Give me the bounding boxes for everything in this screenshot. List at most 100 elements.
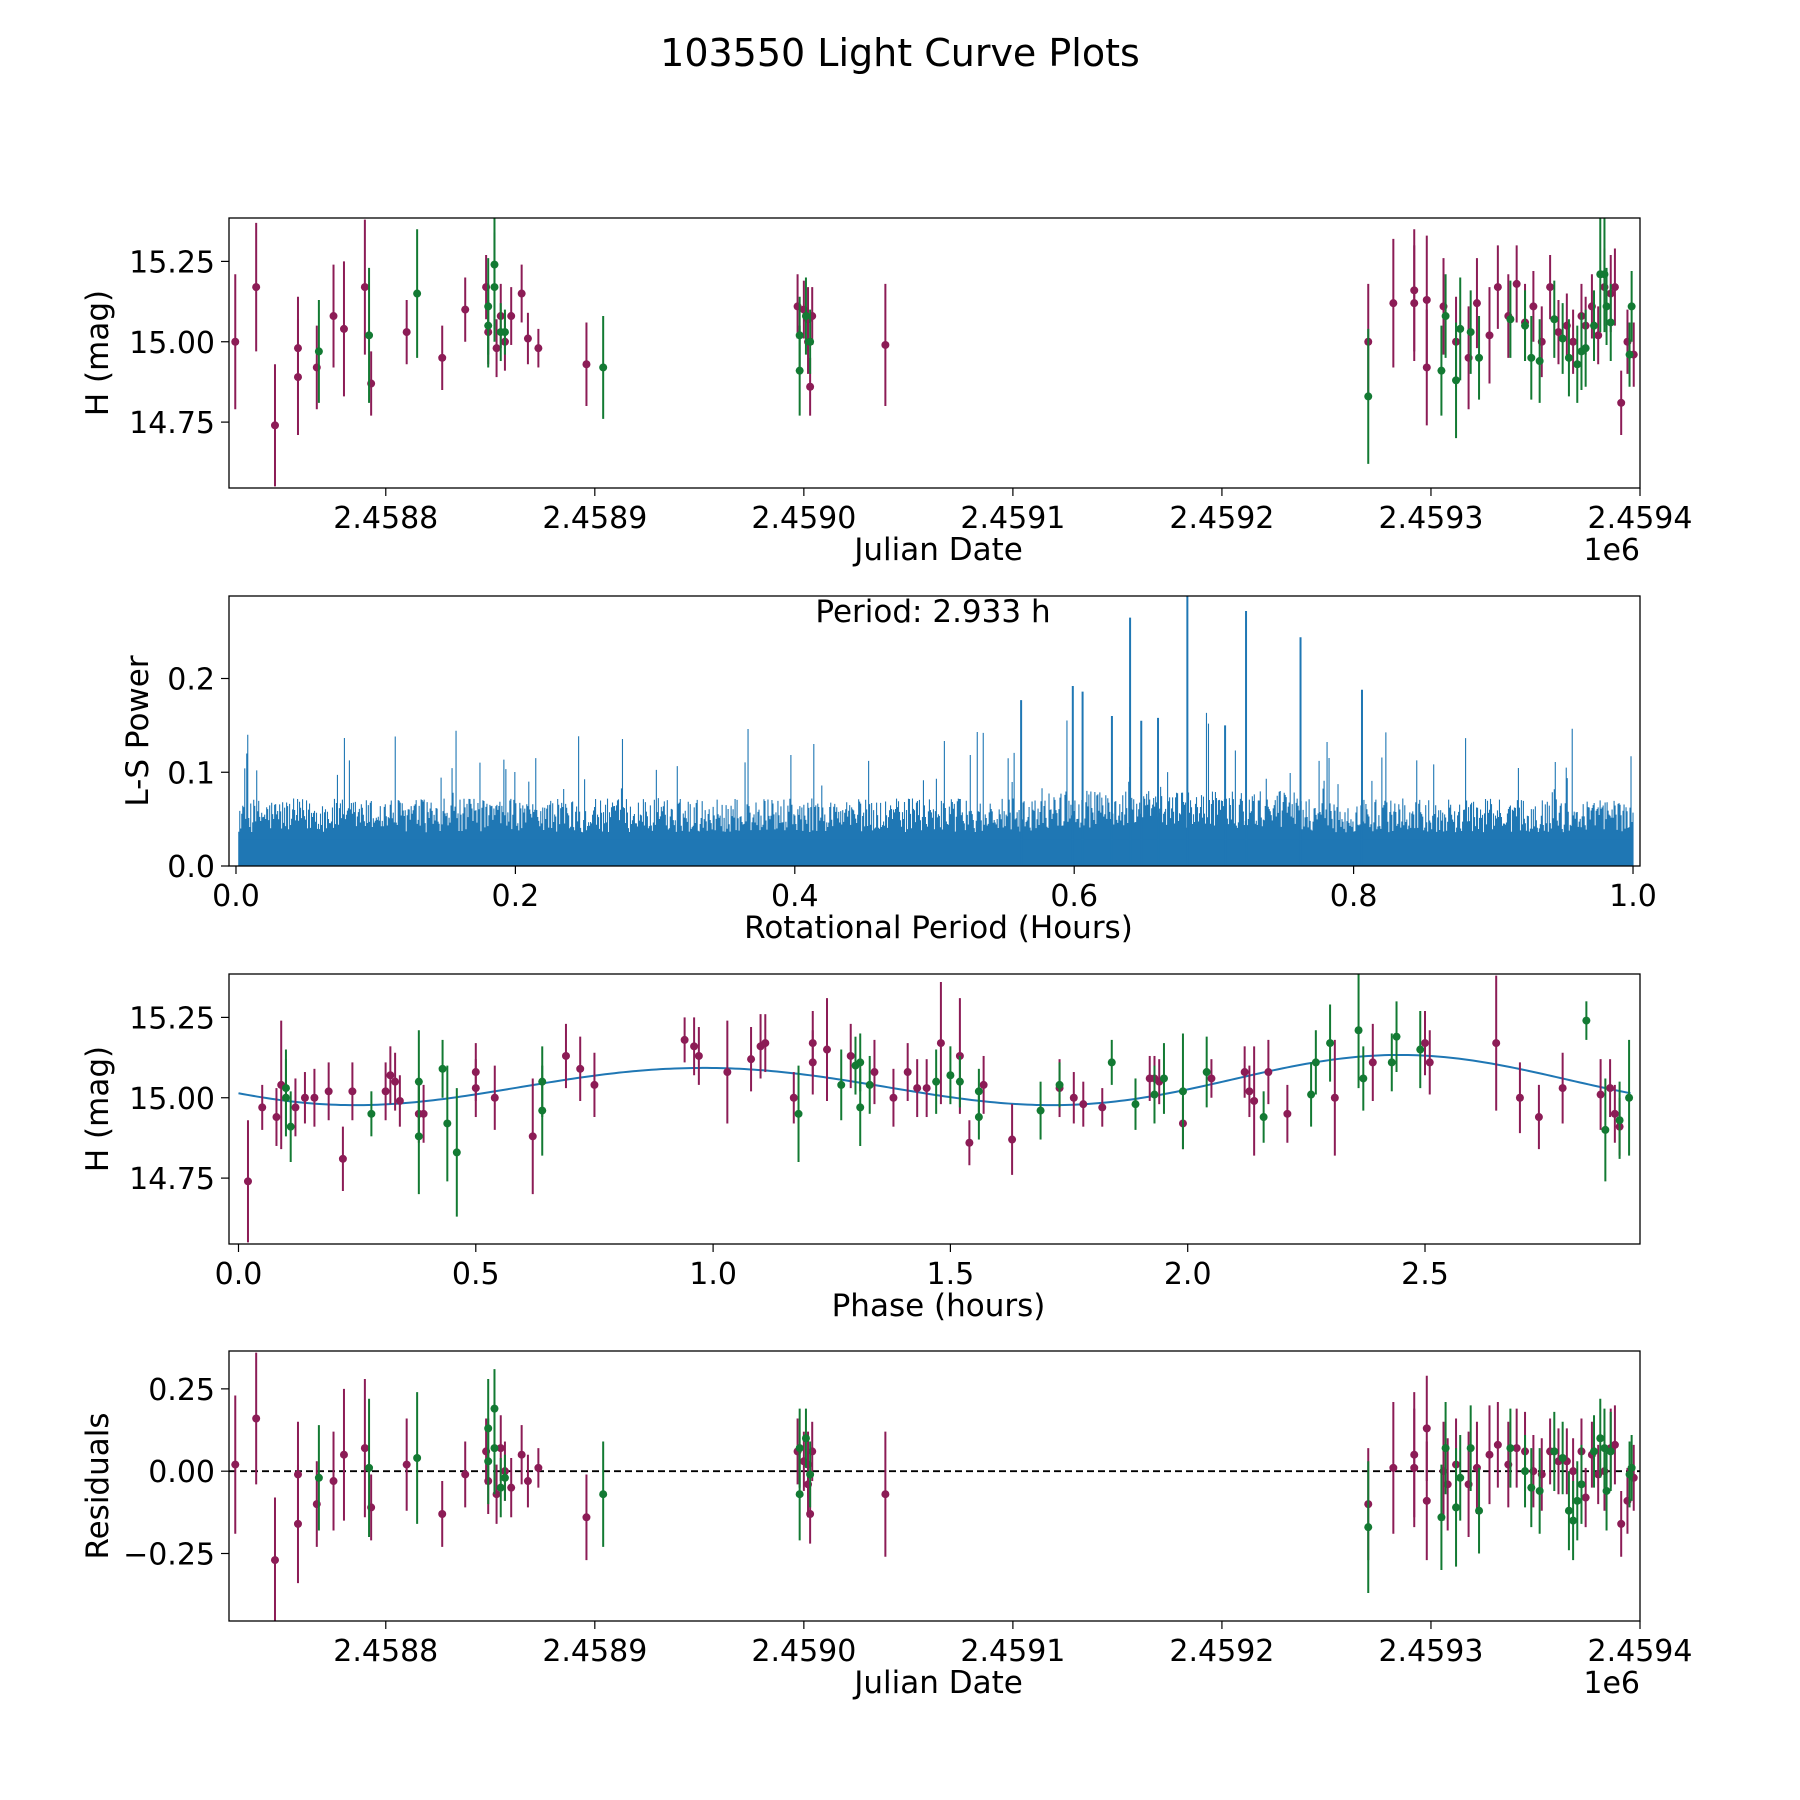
x-tick-label: 2.4588 bbox=[333, 501, 438, 536]
y-tick-label: 14.75 bbox=[129, 1162, 215, 1197]
data-point bbox=[1326, 1039, 1335, 1048]
data-point bbox=[270, 1556, 279, 1565]
data-point bbox=[395, 1096, 404, 1105]
x-tick-label: 2.4592 bbox=[1169, 501, 1274, 536]
data-point bbox=[523, 1477, 532, 1486]
lightcurve-panel: 2.4588 2.4589 2.4590 2.4591 2.4592 2.4593 2.45… bbox=[80, 217, 1692, 568]
data-point bbox=[1564, 353, 1573, 362]
data-point bbox=[582, 1513, 591, 1522]
data-point bbox=[1422, 363, 1431, 372]
data-point bbox=[1602, 1486, 1611, 1495]
data-point bbox=[1437, 366, 1446, 375]
data-point bbox=[1569, 337, 1578, 346]
data-point bbox=[360, 283, 369, 292]
data-point bbox=[1606, 1084, 1615, 1093]
data-point bbox=[1596, 1434, 1605, 1443]
data-point bbox=[932, 1077, 941, 1086]
data-point bbox=[974, 1087, 983, 1096]
data-point bbox=[500, 1473, 509, 1482]
data-point bbox=[314, 347, 323, 356]
data-point bbox=[492, 344, 501, 353]
data-point bbox=[1625, 1093, 1634, 1102]
data-point bbox=[534, 344, 543, 353]
data-point bbox=[823, 1045, 832, 1054]
data-point bbox=[806, 382, 815, 391]
data-point bbox=[414, 1132, 423, 1141]
data-point bbox=[496, 1483, 505, 1492]
axes-frame bbox=[228, 1350, 1641, 1622]
data-point bbox=[391, 1077, 400, 1086]
data-point bbox=[1259, 1113, 1268, 1122]
data-point bbox=[1627, 1463, 1636, 1472]
data-point bbox=[856, 1058, 865, 1067]
data-point bbox=[496, 1444, 505, 1453]
data-point bbox=[367, 1109, 376, 1118]
data-point bbox=[360, 1444, 369, 1453]
data-point bbox=[1521, 321, 1530, 330]
data-point bbox=[348, 1087, 357, 1096]
data-point bbox=[484, 302, 493, 311]
data-point bbox=[1546, 283, 1555, 292]
data-point bbox=[1107, 1058, 1116, 1067]
data-point bbox=[1600, 1444, 1609, 1453]
x-tick-label: 2.4593 bbox=[1378, 501, 1483, 536]
data-point bbox=[329, 312, 338, 321]
x-offset-label: 1e6 bbox=[1583, 533, 1640, 568]
data-point bbox=[1529, 302, 1538, 311]
data-point bbox=[561, 1051, 570, 1060]
data-point bbox=[1601, 1125, 1610, 1134]
data-point bbox=[806, 337, 815, 346]
data-point bbox=[1558, 1084, 1567, 1093]
x-tick-label: 1.0 bbox=[1609, 879, 1657, 914]
data-point bbox=[243, 1177, 252, 1186]
data-point bbox=[590, 1080, 599, 1089]
data-point bbox=[1475, 1506, 1484, 1515]
data-point bbox=[507, 1483, 516, 1492]
data-point bbox=[922, 1084, 931, 1093]
data-point bbox=[979, 1080, 988, 1089]
data-point bbox=[582, 360, 591, 369]
data-point bbox=[808, 1058, 817, 1067]
data-point bbox=[1368, 1058, 1377, 1067]
x-tick-label: 2.4592 bbox=[1169, 1634, 1274, 1669]
data-point bbox=[461, 1470, 470, 1479]
data-point bbox=[1410, 299, 1419, 308]
x-tick-label: 2.4591 bbox=[960, 501, 1065, 536]
x-tick-label: 2.4590 bbox=[751, 1634, 856, 1669]
data-point bbox=[452, 1148, 461, 1157]
data-point bbox=[1354, 1026, 1363, 1035]
figure-title: 103550 Light Curve Plots bbox=[660, 31, 1140, 75]
data-point bbox=[1456, 324, 1465, 333]
data-point bbox=[300, 1093, 309, 1102]
data-point bbox=[1527, 353, 1536, 362]
x-axis-label: Julian Date bbox=[852, 532, 1023, 568]
data-point bbox=[680, 1035, 689, 1044]
data-point bbox=[723, 1068, 732, 1077]
data-point bbox=[270, 421, 279, 430]
data-point bbox=[252, 1414, 261, 1423]
data-point bbox=[1569, 1467, 1578, 1476]
data-point bbox=[1610, 283, 1619, 292]
data-point bbox=[1452, 376, 1461, 385]
y-tick-label: 14.75 bbox=[129, 406, 215, 441]
data-point bbox=[1207, 1074, 1216, 1083]
data-point bbox=[1512, 279, 1521, 288]
data-point bbox=[1554, 328, 1563, 337]
data-point bbox=[386, 1071, 395, 1080]
data-point bbox=[806, 1470, 815, 1479]
data-point bbox=[1485, 331, 1494, 340]
y-axis-label: H (mag) bbox=[80, 1046, 116, 1172]
data-point bbox=[856, 1103, 865, 1112]
x-axis-label: Julian Date bbox=[852, 1665, 1023, 1701]
data-point bbox=[1250, 1096, 1259, 1105]
y-tick-label: 0.2 bbox=[167, 663, 215, 698]
x-tick-label: 0.0 bbox=[215, 1257, 263, 1292]
data-point bbox=[1617, 1519, 1626, 1528]
data-point bbox=[1472, 299, 1481, 308]
data-point bbox=[1311, 1058, 1320, 1067]
data-point bbox=[974, 1113, 983, 1122]
data-point bbox=[1627, 302, 1636, 311]
data-point bbox=[837, 1080, 846, 1089]
x-tick-label: 0.6 bbox=[1050, 879, 1098, 914]
data-point bbox=[1564, 1506, 1573, 1515]
